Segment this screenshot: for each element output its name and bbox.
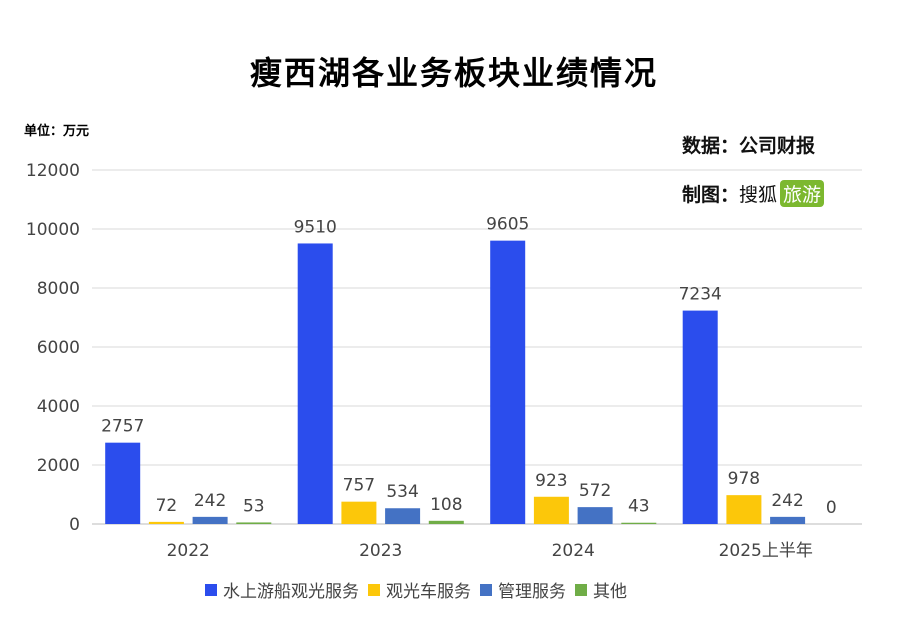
x-tick-label: 2023 [359,541,402,561]
bar-管理服务 [770,516,806,524]
bar-观光车服务 [533,496,569,524]
data-label: 534 [386,482,418,502]
bar-管理服务 [385,508,421,524]
data-label: 242 [194,491,226,511]
legend-swatch [205,584,217,596]
bar-观光车服务 [341,501,377,524]
data-label: 0 [826,498,837,518]
legend-label: 水上游船观光服务 [223,582,359,602]
bar-水上游船观光服务 [490,240,526,524]
x-tick-label: 2025上半年 [719,541,813,561]
maker-badge: 旅游 [780,180,825,207]
y-tick-label: 6000 [37,338,80,358]
data-label: 43 [628,497,650,517]
y-tick-label: 8000 [37,279,80,299]
y-tick-label: 10000 [26,220,80,240]
x-tick-label: 2022 [167,541,210,561]
chart-title: 瘦西湖各业务板块业绩情况 [249,54,658,92]
data-label: 108 [430,495,462,515]
data-label: 572 [579,481,611,501]
legend-swatch [480,584,492,596]
legend-label: 管理服务 [498,582,566,602]
bar-水上游船观光服务 [297,243,333,524]
data-label: 9510 [294,217,337,237]
data-label: 7234 [679,285,722,305]
bar-其他 [621,522,657,524]
source-label: 数据：公司财报 [682,135,816,157]
data-label: 53 [243,496,265,516]
bar-水上游船观光服务 [682,310,718,524]
bar-其他 [236,522,272,524]
data-label: 2757 [101,417,144,437]
bar-观光车服务 [148,521,184,524]
maker-prefix: 制图： [682,184,740,206]
legend-swatch [575,584,587,596]
legend-label: 其他 [593,582,627,602]
data-label: 9605 [486,215,529,235]
legend-swatch [368,584,380,596]
unit-label: 单位：万元 [24,124,90,139]
y-tick-label: 0 [69,515,80,535]
x-tick-label: 2024 [552,541,595,561]
bar-水上游船观光服务 [105,442,141,524]
bar-观光车服务 [726,495,762,524]
maker-name: 搜狐 [739,184,778,206]
data-label: 242 [771,491,803,511]
y-tick-label: 12000 [26,161,80,181]
y-tick-label: 2000 [37,456,80,476]
data-label: 72 [156,496,178,516]
maker-label: 制图：搜狐 旅游 [682,180,825,207]
bar-其他 [428,520,464,524]
bar-管理服务 [192,516,228,524]
data-label: 978 [728,469,760,489]
data-label: 757 [343,476,375,496]
y-tick-label: 4000 [37,397,80,417]
data-label: 923 [535,471,567,491]
legend-label: 观光车服务 [386,582,471,602]
bar-管理服务 [577,507,613,524]
